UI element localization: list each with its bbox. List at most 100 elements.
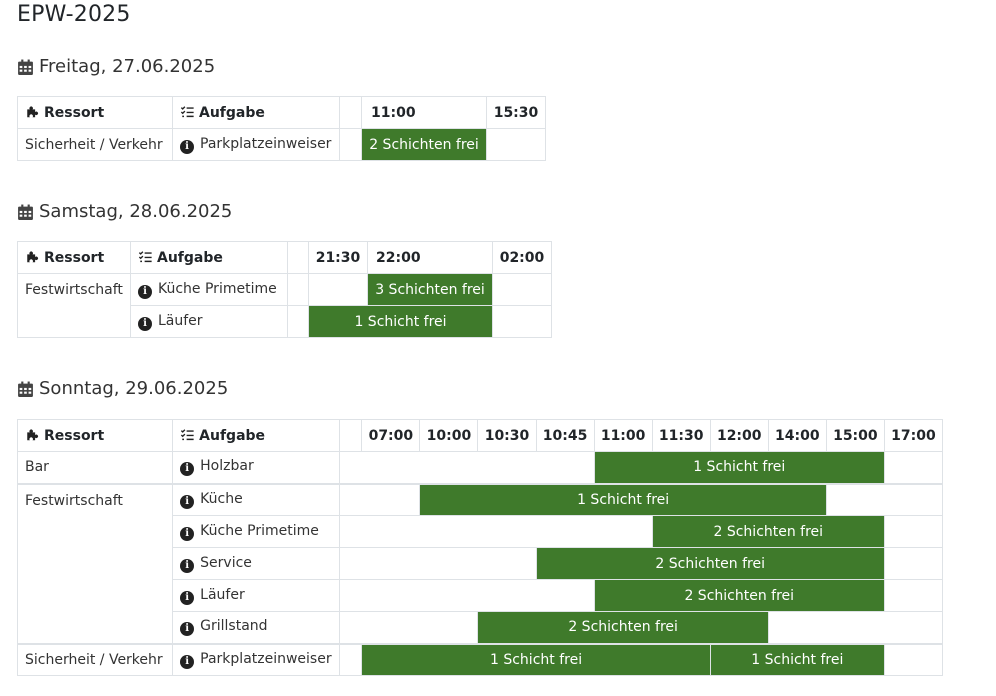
spacer-header — [287, 241, 309, 274]
time-header: 21:30 — [308, 241, 368, 274]
shift-slot-button[interactable]: 2 Schichten frei — [651, 515, 885, 548]
empty-cell — [339, 642, 363, 676]
empty-cell — [339, 547, 537, 580]
day-title: Freitag, 27.06.2025 — [39, 56, 216, 77]
spacer-header — [339, 96, 362, 129]
empty-cell — [883, 451, 944, 484]
task-cell: i Küche Primetime — [130, 273, 288, 306]
empty-cell — [492, 273, 552, 306]
empty-cell — [339, 128, 362, 161]
empty-cell — [825, 482, 944, 516]
shift-table-saturday: Ressort Aufgabe 21:30 22:00 02:00 Festwi… — [17, 241, 552, 338]
ressort-cell: Festwirtschaft — [16, 482, 174, 644]
time-header: 15:30 — [486, 96, 546, 129]
shift-slot-button[interactable]: 1 Schicht frei — [709, 642, 885, 676]
table-header-row: Ressort Aufgabe 07:00 10:00 10:30 10:45 … — [16, 419, 944, 452]
aufgabe-header: Aufgabe — [130, 241, 288, 274]
shift-slot-button[interactable]: 2 Schichten frei — [593, 579, 885, 612]
spacer-header — [339, 419, 363, 452]
ressort-header: Ressort — [17, 241, 131, 274]
day-heading-friday: Freitag, 27.06.2025 — [17, 55, 215, 79]
time-header: 15:00 — [825, 419, 885, 452]
time-header: 07:00 — [361, 419, 421, 452]
puzzle-icon — [27, 428, 39, 440]
calendar-icon — [18, 59, 33, 75]
empty-cell — [339, 579, 595, 612]
task-cell: i Läufer — [172, 579, 341, 612]
task-cell: i Küche Primetime — [172, 515, 341, 548]
shift-slot-button[interactable]: 2 Schichten frei — [477, 611, 769, 644]
info-icon[interactable]: i — [180, 622, 195, 637]
time-header: 02:00 — [492, 241, 552, 274]
shift-slot-button[interactable]: 2 Schichten frei — [535, 547, 885, 580]
info-icon[interactable]: i — [180, 526, 195, 541]
aufgabe-header: Aufgabe — [172, 96, 340, 129]
time-header: 14:00 — [767, 419, 827, 452]
table-header-row: Ressort Aufgabe 11:00 15:30 — [17, 96, 546, 129]
time-header: 11:00 — [593, 419, 653, 452]
empty-cell — [339, 482, 421, 516]
time-header: 17:00 — [883, 419, 944, 452]
task-cell: i Holzbar — [172, 451, 341, 484]
empty-cell — [287, 305, 309, 338]
empty-cell — [339, 515, 653, 548]
puzzle-icon — [27, 105, 39, 117]
ressort-header: Ressort — [17, 96, 173, 129]
empty-cell — [492, 305, 552, 338]
table-row: i Läufer 1 Schicht frei — [18, 305, 552, 338]
shift-table-friday: Ressort Aufgabe 11:00 15:30 Sicherheit /… — [17, 96, 546, 161]
time-header: 22:00 — [367, 241, 493, 274]
task-cell: i Parkplatzeinweiser — [172, 128, 340, 161]
table-row: Bar i Holzbar 1 Schicht frei — [16, 451, 944, 484]
ressort-cell: Festwirtschaft — [17, 273, 131, 338]
task-cell: i Grillstand — [172, 611, 341, 644]
task-cell: i Parkplatzeinweiser — [172, 642, 341, 676]
task-list-icon — [181, 428, 194, 440]
task-list-icon — [180, 105, 194, 117]
empty-cell — [339, 451, 595, 484]
ressort-cell: Bar — [16, 451, 174, 484]
info-icon[interactable]: i — [138, 316, 152, 331]
time-header: 11:00 — [361, 96, 487, 129]
info-icon[interactable]: i — [138, 284, 152, 299]
day-title: Samstag, 28.06.2025 — [39, 201, 233, 222]
table-row: i Grillstand 2 Schichten frei — [18, 611, 944, 644]
info-icon[interactable]: i — [180, 139, 194, 154]
empty-cell — [883, 579, 944, 612]
info-icon[interactable]: i — [180, 654, 195, 669]
empty-cell — [287, 273, 309, 306]
time-header: 12:00 — [709, 419, 769, 452]
shift-slot-button[interactable]: 1 Schicht frei — [419, 482, 827, 516]
shift-table-sunday: Ressort Aufgabe 07:00 10:00 10:30 10:45 … — [16, 419, 944, 676]
shift-slot-button[interactable]: 1 Schicht frei — [308, 305, 493, 338]
task-cell: i Läufer — [130, 305, 288, 338]
shift-slot-button[interactable]: 2 Schichten frei — [361, 128, 487, 161]
info-icon[interactable]: i — [180, 494, 195, 509]
empty-cell — [308, 273, 368, 306]
info-icon[interactable]: i — [180, 590, 195, 605]
shift-slot-button[interactable]: 1 Schicht frei — [361, 642, 711, 676]
info-icon[interactable]: i — [180, 558, 195, 573]
table-row: Sicherheit / Verkehr i Parkplatzeinweiser… — [17, 128, 546, 161]
shift-slot-button[interactable]: 3 Schichten frei — [367, 273, 493, 306]
table-header-row: Ressort Aufgabe 21:30 22:00 02:00 — [17, 241, 552, 274]
task-cell: i Küche — [172, 482, 341, 516]
table-row: i Küche Primetime 2 Schichten frei — [18, 515, 944, 548]
calendar-icon — [18, 204, 33, 220]
empty-cell — [767, 611, 944, 644]
empty-cell — [883, 547, 944, 580]
info-icon[interactable]: i — [180, 462, 195, 477]
table-row: Sicherheit / Verkehr i Parkplatzeinweiser… — [16, 642, 944, 676]
ressort-header: Ressort — [16, 419, 174, 452]
empty-cell — [486, 128, 546, 161]
time-header: 10:30 — [477, 419, 537, 452]
task-cell: i Service — [172, 547, 341, 580]
table-row: i Läufer 2 Schichten frei — [18, 579, 944, 612]
time-header: 10:00 — [419, 419, 479, 452]
empty-cell — [883, 642, 944, 676]
ressort-cell: Sicherheit / Verkehr — [16, 642, 174, 676]
empty-cell — [339, 611, 479, 644]
day-title: Sonntag, 29.06.2025 — [39, 378, 229, 399]
shift-slot-button[interactable]: 1 Schicht frei — [593, 451, 885, 484]
